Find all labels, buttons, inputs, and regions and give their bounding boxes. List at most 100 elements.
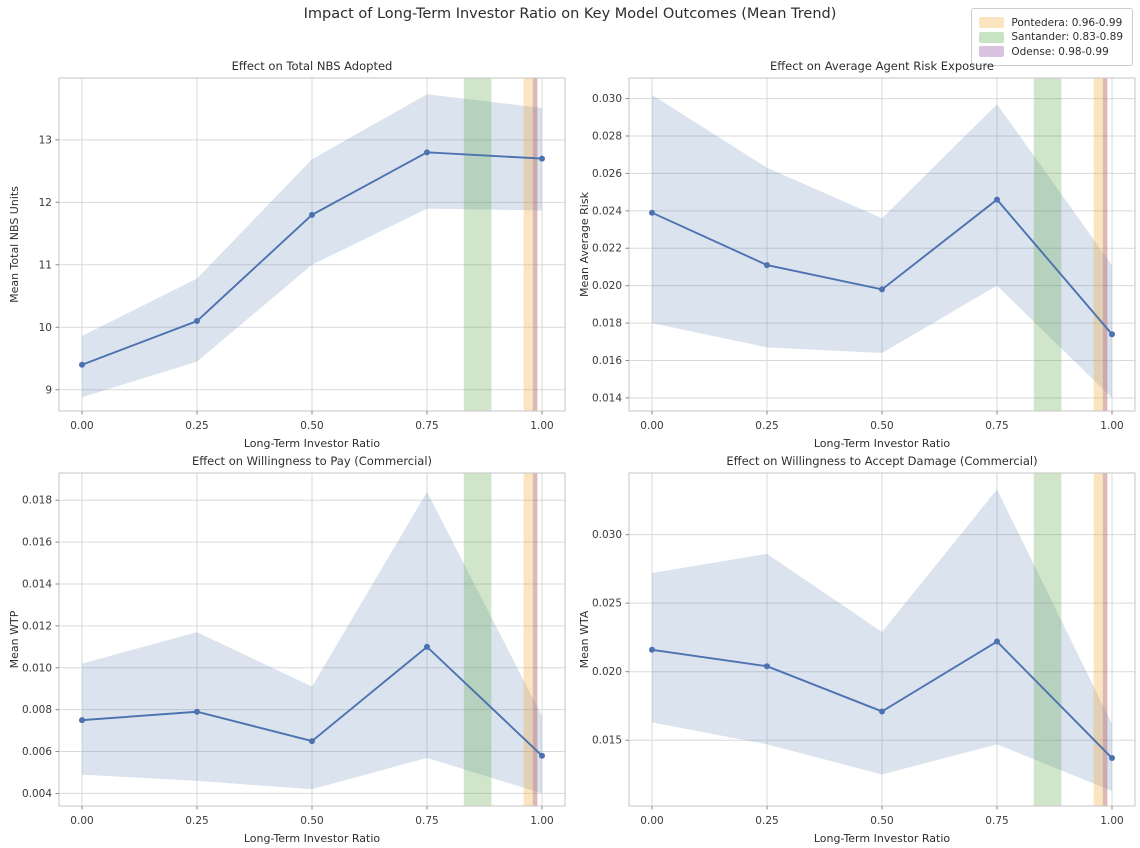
x-tick-label: 0.75 — [985, 420, 1008, 432]
data-point-marker — [309, 738, 315, 745]
legend-swatch — [979, 46, 1005, 57]
x-axis-label: Long-Term Investor Ratio — [244, 437, 381, 450]
x-axis-label: Long-Term Investor Ratio — [244, 832, 381, 845]
legend-label: Odense: 0.98-0.99 — [1011, 45, 1109, 58]
subplot-wta-svg: 0.00 0.25 0.50 0.75 1.00 0.015 0.020 0.025 0.030… — [580, 455, 1136, 845]
y-tick-label: 10 — [39, 322, 52, 334]
x-tick-label: 0.25 — [755, 420, 778, 432]
data-point-marker — [994, 638, 1000, 645]
legend-entry: Odense: 0.98-0.99 — [979, 46, 1123, 58]
y-tick-label: 0.014 — [22, 579, 52, 591]
city-span — [1093, 473, 1108, 806]
y-tick-label: 0.030 — [592, 529, 622, 541]
subplot-title: Effect on Average Agent Risk Exposure — [770, 59, 994, 73]
subplot-wtp-svg: 0.00 0.25 0.50 0.75 1.00 0.004 0.006 0.008 0.010… — [8, 455, 566, 845]
data-point-marker — [539, 752, 545, 759]
legend-swatch — [979, 17, 1005, 28]
legend-swatch — [979, 31, 1005, 43]
data-point-marker — [424, 149, 430, 156]
y-tick-label: 0.020 — [592, 666, 622, 678]
x-tick-label: 0.00 — [640, 420, 663, 432]
city-span — [463, 473, 492, 806]
data-point-marker — [79, 717, 85, 724]
city-span — [1102, 473, 1108, 806]
y-tick-label: 0.018 — [22, 495, 52, 507]
x-tick-label: 1.00 — [1100, 420, 1123, 432]
data-point-marker — [649, 646, 655, 653]
city-span — [1093, 78, 1108, 411]
y-tick-label: 0.030 — [592, 93, 622, 105]
y-tick-label: 0.016 — [22, 537, 52, 549]
city-span — [523, 78, 538, 411]
subplot-title: Effect on Willingness to Accept Damage (… — [726, 455, 1037, 468]
x-tick-label: 0.50 — [870, 420, 893, 432]
y-tick-label: 0.022 — [592, 243, 622, 255]
x-tick-label: 1.00 — [530, 815, 553, 827]
x-tick-label: 0.75 — [415, 815, 438, 827]
legend: Pontedera: 0.96-0.99 Santander: 0.83-0.89… — [971, 8, 1133, 66]
y-tick-label: 0.008 — [22, 704, 52, 716]
y-axis-label: Mean WTA — [580, 610, 591, 668]
x-tick-label: 0.75 — [415, 420, 438, 432]
x-tick-label: 0.00 — [70, 815, 93, 827]
city-span — [1033, 473, 1062, 806]
confidence-band — [652, 94, 1112, 398]
y-tick-label: 0.020 — [592, 280, 622, 292]
data-point-marker — [539, 155, 545, 162]
x-axis-label: Long-Term Investor Ratio — [814, 832, 951, 845]
data-point-marker — [879, 708, 885, 715]
x-tick-label: 0.25 — [185, 420, 208, 432]
x-tick-label: 0.25 — [185, 815, 208, 827]
legend-entry: Pontedera: 0.96-0.99 — [979, 17, 1123, 29]
y-tick-label: 0.016 — [592, 355, 622, 367]
data-point-marker — [309, 211, 315, 218]
city-span — [463, 78, 492, 411]
y-tick-label: 0.010 — [22, 662, 52, 674]
confidence-band — [82, 491, 542, 794]
subplot-total-nbs-svg: 0.00 0.25 0.50 0.75 1.00 9 10 11 12 13 Effect on T… — [8, 59, 566, 450]
city-span — [532, 78, 538, 411]
y-tick-label: 0.026 — [592, 168, 622, 180]
y-tick-label: 0.004 — [22, 788, 52, 800]
y-tick-label: 0.012 — [22, 620, 52, 632]
data-point-marker — [1109, 331, 1115, 338]
legend-label: Santander: 0.83-0.89 — [1011, 31, 1123, 43]
y-tick-label: 0.024 — [592, 205, 622, 217]
data-point-marker — [194, 318, 200, 325]
city-span — [532, 473, 538, 806]
y-axis-label: Mean Average Risk — [580, 191, 591, 297]
data-point-marker — [649, 209, 655, 216]
figure-title: Impact of Long-Term Investor Ratio on Ke… — [303, 6, 837, 22]
x-tick-label: 1.00 — [530, 420, 553, 432]
y-tick-label: 0.028 — [592, 130, 622, 142]
y-tick-label: 12 — [39, 197, 52, 209]
data-point-marker — [79, 361, 85, 368]
data-point-marker — [424, 643, 430, 650]
y-tick-label: 11 — [39, 259, 52, 271]
x-tick-label: 0.50 — [300, 815, 323, 827]
data-point-marker — [764, 663, 770, 670]
y-tick-label: 0.006 — [22, 746, 52, 758]
legend-label: Pontedera: 0.96-0.99 — [1011, 16, 1123, 29]
data-point-marker — [994, 196, 1000, 203]
x-tick-label: 1.00 — [1100, 815, 1123, 827]
x-tick-label: 0.50 — [870, 815, 893, 827]
data-point-marker — [194, 708, 200, 715]
data-point-marker — [879, 286, 885, 293]
data-point-marker — [764, 262, 770, 269]
y-tick-label: 13 — [39, 134, 52, 146]
subplot-title: Effect on Willingness to Pay (Commercial… — [192, 455, 432, 468]
subplot-title: Effect on Total NBS Adopted — [232, 59, 393, 73]
y-tick-label: 9 — [45, 384, 52, 396]
x-tick-label: 0.00 — [70, 420, 93, 432]
city-span — [523, 473, 538, 806]
y-tick-label: 0.014 — [592, 392, 622, 404]
y-tick-label: 0.025 — [592, 598, 622, 610]
city-span — [1033, 78, 1062, 411]
data-point-marker — [1109, 755, 1115, 762]
x-tick-label: 0.50 — [300, 420, 323, 432]
x-tick-label: 0.25 — [755, 815, 778, 827]
x-tick-label: 0.75 — [985, 815, 1008, 827]
x-tick-label: 0.00 — [640, 815, 663, 827]
